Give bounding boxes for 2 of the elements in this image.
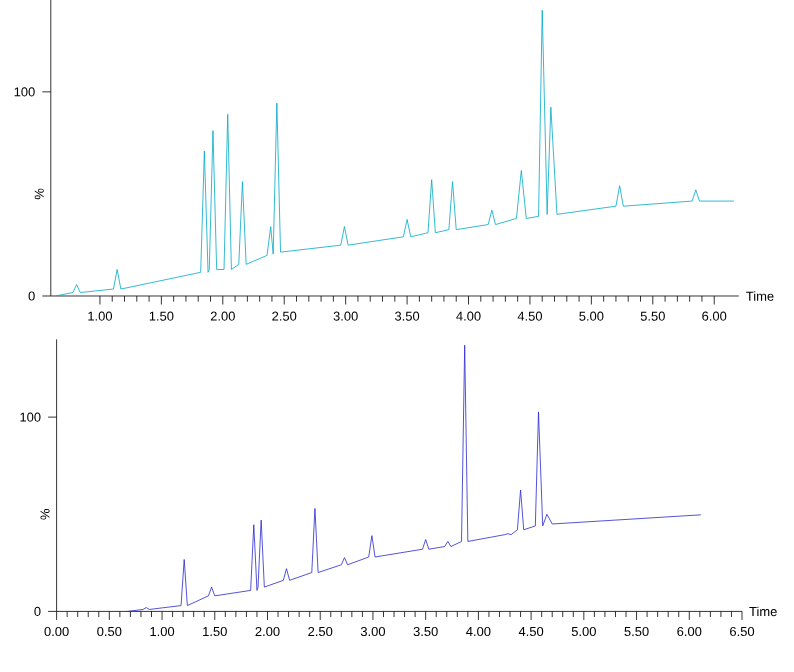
line-series: [126, 344, 702, 612]
line-series: [55, 9, 735, 296]
